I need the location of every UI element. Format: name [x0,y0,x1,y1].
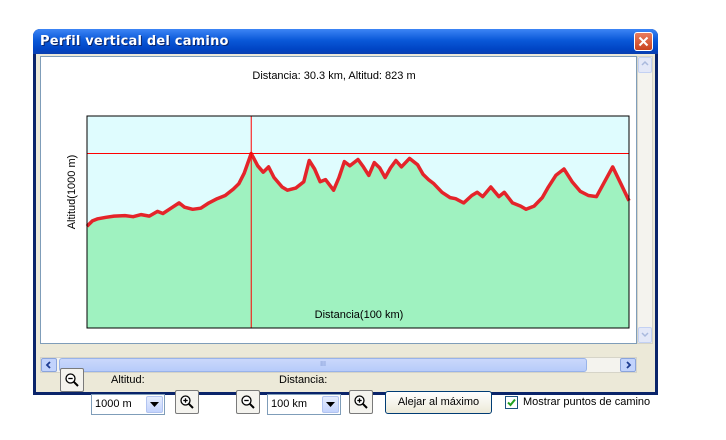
close-button[interactable] [634,32,653,51]
profile-canvas: Distancia: 30.3 km, Altitud: 823 m Dista… [40,56,637,344]
zoom-out-max-button[interactable]: Alejar al máximo [385,391,492,414]
altitude-zoom-in-button[interactable] [175,390,199,414]
scroll-thumb[interactable]: III [59,358,587,372]
scroll-thumb-grip: III [320,361,326,368]
window-client: Distancia: 30.3 km, Altitud: 823 m Dista… [36,54,655,415]
distance-label: Distancia: [279,374,328,386]
elevation-line [85,151,631,228]
chevron-down-icon [641,332,649,338]
x-axis-label: Distancia(100 km) [315,309,404,321]
scroll-down-button[interactable] [638,327,652,343]
horizontal-scrollbar[interactable]: III [40,357,637,373]
checkmark-icon [507,398,516,407]
distance-zoom-out-button[interactable] [236,390,260,414]
y-axis-label: Altitud(1000 m) [66,155,78,230]
plot-frame [86,115,630,329]
chevron-right-icon [626,361,632,369]
zoom-in-icon [180,395,194,409]
window-title: Perfil vertical del camino [40,34,229,49]
show-waypoints-checkbox[interactable] [505,396,518,409]
vertical-scrollbar[interactable] [637,56,653,344]
title-bar[interactable]: Perfil vertical del camino [33,29,658,54]
show-waypoints-label: Mostrar puntos de camino [523,396,651,408]
altitude-label: Altitud: [111,374,145,386]
dropdown-arrow-icon [326,402,335,407]
chevron-up-icon [641,60,649,66]
distance-dropdown-button[interactable] [322,396,339,413]
altitude-dropdown-button[interactable] [146,396,163,413]
close-icon [638,36,649,47]
altitude-scale-select[interactable]: 1000 m [91,394,165,415]
scroll-right-button[interactable] [620,358,636,372]
zoom-out-icon [241,395,255,409]
elevation-chart[interactable]: Distancia: 30.3 km, Altitud: 823 m Dista… [41,57,637,344]
altitude-zoom-out-button[interactable] [60,368,84,392]
altitude-scale-value: 1000 m [95,398,132,410]
scroll-left-button[interactable] [41,358,57,372]
scroll-up-button[interactable] [638,57,652,73]
zoom-in-icon [354,395,368,409]
chart-title: Distancia: 30.3 km, Altitud: 823 m [252,70,415,82]
profile-window: Perfil vertical del camino Distancia: 30… [33,29,658,415]
distance-scale-value: 100 km [271,398,308,410]
distance-scale-select[interactable]: 100 km [267,394,341,415]
zoom-out-icon [65,373,79,387]
dropdown-arrow-icon [150,402,159,407]
distance-zoom-in-button[interactable] [349,390,373,414]
chevron-left-icon [45,361,51,369]
